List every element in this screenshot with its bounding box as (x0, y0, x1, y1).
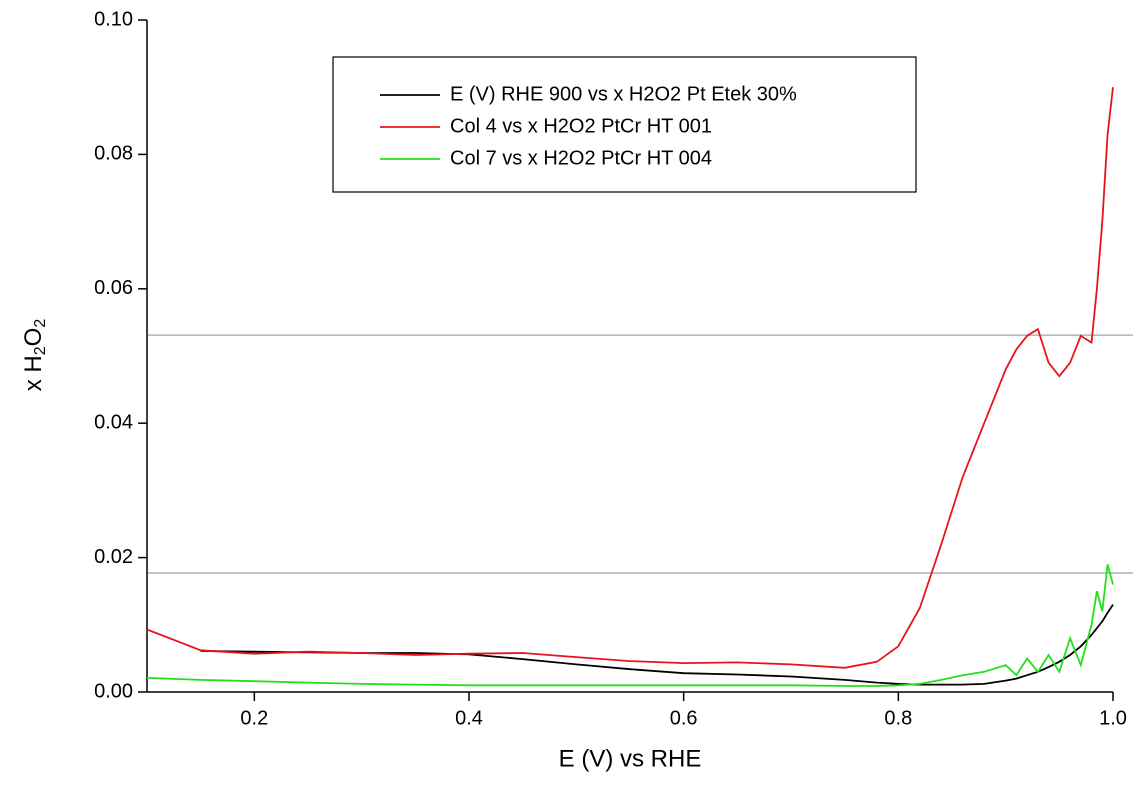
y-title-sub: 2 (32, 346, 49, 355)
y-tick-label: 0.02 (94, 546, 133, 568)
y-title-sub: 2 (32, 319, 49, 328)
y-tick-label: 0.04 (94, 411, 133, 433)
data-line (146, 564, 1114, 687)
x-tick-label: 1.0 (1099, 707, 1127, 729)
x-tick-label: 0.2 (240, 707, 268, 729)
data-line (200, 604, 1114, 686)
data-line (146, 87, 1114, 669)
x-axis-title: E (V) vs RHE (559, 745, 702, 772)
y-tick-label: 0.10 (94, 8, 133, 30)
y-axis-title: x H2O2 (20, 319, 49, 392)
legend-label: Col 7 vs x H2O2 PtCr HT 004 (450, 147, 712, 169)
x-tick-label: 0.8 (884, 707, 912, 729)
y-title-part: x H (20, 355, 47, 391)
legend-box (332, 56, 917, 193)
y-title-part: O (20, 328, 47, 347)
legend-label: Col 4 vs x H2O2 PtCr HT 001 (450, 115, 712, 137)
y-tick-label: 0.08 (94, 143, 133, 165)
y-tick-label: 0.00 (94, 680, 133, 702)
y-tick-label: 0.06 (94, 277, 133, 299)
legend-label: E (V) RHE 900 vs x H2O2 Pt Etek 30% (450, 83, 797, 105)
x-tick-label: 0.6 (670, 707, 698, 729)
x-tick-label: 0.4 (455, 707, 483, 729)
